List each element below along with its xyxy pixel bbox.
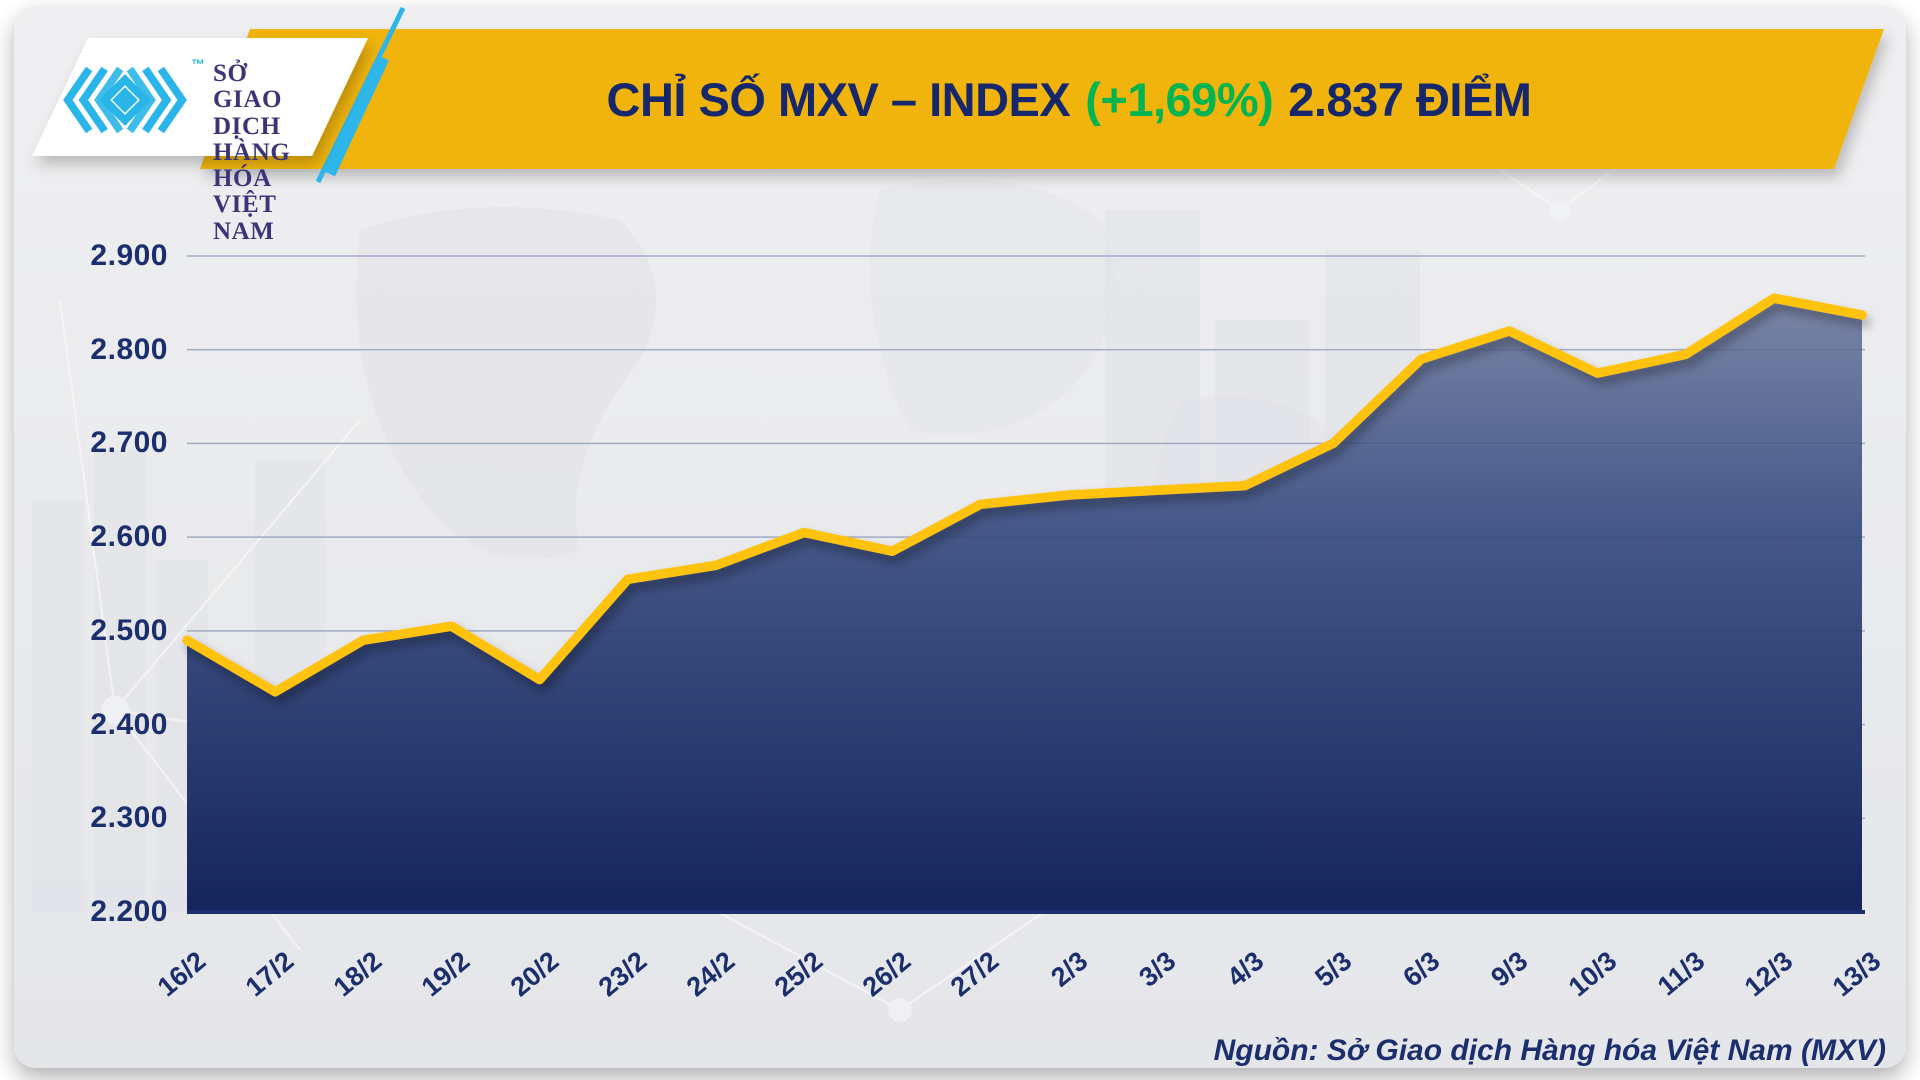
x-axis-label: 5/3 [1309, 945, 1358, 993]
x-axis-label: 25/2 [768, 945, 829, 1003]
x-axis-label: 27/2 [945, 945, 1005, 1003]
x-axis-label: 26/2 [857, 945, 917, 1003]
x-axis-label: 19/2 [416, 945, 476, 1003]
x-axis-label: 24/2 [680, 945, 741, 1003]
x-axis-label: 23/2 [592, 945, 653, 1003]
x-axis-label: 20/2 [504, 945, 564, 1003]
org-name-line1: SỞ GIAO DỊCH [213, 60, 283, 140]
x-axis-label: 16/2 [151, 945, 212, 1003]
x-axis-label: 17/2 [239, 945, 300, 1003]
x-axis-label: 4/3 [1221, 945, 1270, 993]
org-name-line3: VIỆT NAM [213, 191, 277, 245]
mxv-logo-icon [63, 66, 187, 134]
x-axis-label: 18/2 [328, 945, 388, 1003]
x-axis-label: 2/3 [1044, 945, 1093, 993]
x-axis-label: 3/3 [1133, 945, 1182, 993]
trademark-symbol: ™ [191, 56, 205, 72]
x-axis-label: 9/3 [1485, 945, 1534, 993]
title-prefix: CHỈ SỐ MXV – INDEX [606, 72, 1071, 126]
org-name: SỞ GIAO DỊCH HÀNG HÓA VIỆT NAM [213, 60, 291, 245]
source-credit: Nguồn: Sở Giao dịch Hàng hóa Việt Nam (M… [1213, 1034, 1886, 1067]
org-name-line2: HÀNG HÓA [213, 138, 291, 192]
x-axis-label: 6/3 [1397, 945, 1446, 993]
title-change-badge: (+1,69%) [1085, 72, 1274, 126]
x-axis-label: 10/3 [1562, 945, 1622, 1003]
page-title: CHỈ SỐ MXV – INDEX (+1,69%) 2.837 ĐIỂM [255, 29, 1883, 169]
x-axis-label: 11/3 [1651, 945, 1710, 1002]
x-axis-label: 13/3 [1826, 945, 1887, 1003]
title-points: 2.837 ĐIỂM [1288, 72, 1532, 126]
x-axis-label: 12/3 [1738, 945, 1799, 1003]
